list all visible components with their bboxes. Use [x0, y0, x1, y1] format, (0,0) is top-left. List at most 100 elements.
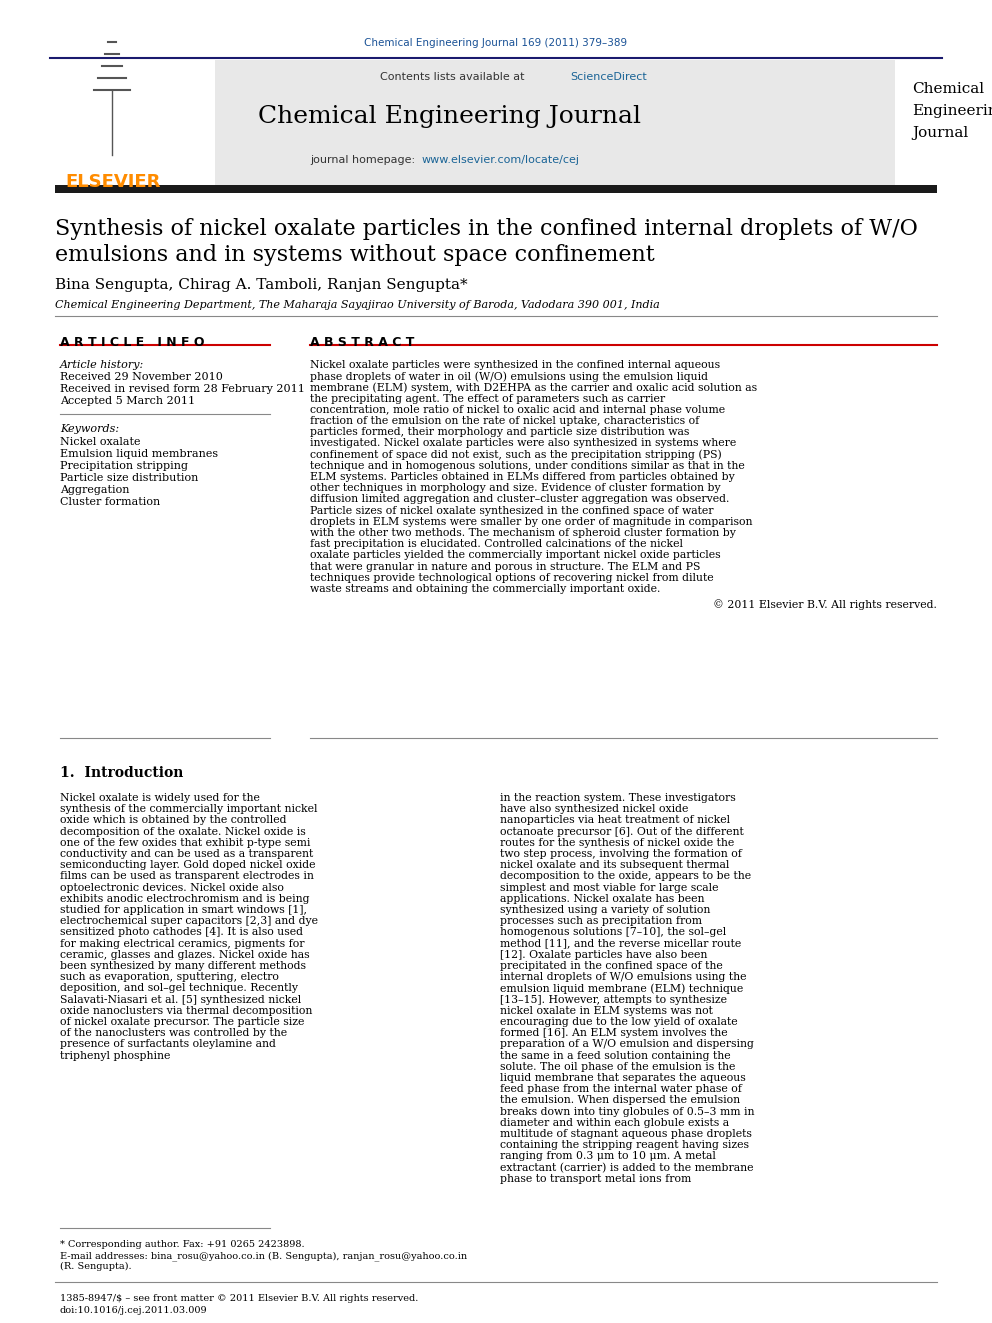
Text: the same in a feed solution containing the: the same in a feed solution containing t…: [500, 1050, 731, 1061]
Text: formed [16]. An ELM system involves the: formed [16]. An ELM system involves the: [500, 1028, 727, 1039]
Text: techniques provide technological options of recovering nickel from dilute: techniques provide technological options…: [310, 573, 713, 583]
Text: for making electrical ceramics, pigments for: for making electrical ceramics, pigments…: [60, 938, 305, 949]
Text: that were granular in nature and porous in structure. The ELM and PS: that were granular in nature and porous …: [310, 561, 700, 572]
Text: precipitated in the confined space of the: precipitated in the confined space of th…: [500, 960, 723, 971]
Text: encouraging due to the low yield of oxalate: encouraging due to the low yield of oxal…: [500, 1017, 738, 1027]
Text: decomposition of the oxalate. Nickel oxide is: decomposition of the oxalate. Nickel oxi…: [60, 827, 306, 836]
Text: in the reaction system. These investigators: in the reaction system. These investigat…: [500, 792, 736, 803]
Text: such as evaporation, sputtering, electro: such as evaporation, sputtering, electro: [60, 972, 279, 982]
Text: nickel oxalate and its subsequent thermal: nickel oxalate and its subsequent therma…: [500, 860, 729, 871]
Text: 1.  Introduction: 1. Introduction: [60, 766, 184, 781]
Text: Nickel oxalate: Nickel oxalate: [60, 437, 141, 447]
Text: have also synthesized nickel oxide: have also synthesized nickel oxide: [500, 804, 688, 814]
Text: feed phase from the internal water phase of: feed phase from the internal water phase…: [500, 1085, 742, 1094]
Text: extractant (carrier) is added to the membrane: extractant (carrier) is added to the mem…: [500, 1163, 754, 1174]
Text: breaks down into tiny globules of 0.5–3 mm in: breaks down into tiny globules of 0.5–3 …: [500, 1106, 755, 1117]
Text: Contents lists available at: Contents lists available at: [380, 71, 528, 82]
Text: Emulsion liquid membranes: Emulsion liquid membranes: [60, 448, 218, 459]
Text: optoelectronic devices. Nickel oxide also: optoelectronic devices. Nickel oxide als…: [60, 882, 284, 893]
Text: sensitized photo cathodes [4]. It is also used: sensitized photo cathodes [4]. It is als…: [60, 927, 303, 938]
Text: solute. The oil phase of the emulsion is the: solute. The oil phase of the emulsion is…: [500, 1062, 735, 1072]
Text: doi:10.1016/j.cej.2011.03.009: doi:10.1016/j.cej.2011.03.009: [60, 1306, 207, 1315]
Text: Particle size distribution: Particle size distribution: [60, 474, 198, 483]
Text: A B S T R A C T: A B S T R A C T: [310, 336, 415, 349]
Text: Bina Sengupta, Chirag A. Tamboli, Ranjan Sengupta*: Bina Sengupta, Chirag A. Tamboli, Ranjan…: [55, 278, 467, 292]
Text: internal droplets of W/O emulsions using the: internal droplets of W/O emulsions using…: [500, 972, 747, 982]
Text: semiconducting layer. Gold doped nickel oxide: semiconducting layer. Gold doped nickel …: [60, 860, 315, 871]
Text: [12]. Oxalate particles have also been: [12]. Oxalate particles have also been: [500, 950, 707, 959]
Text: Aggregation: Aggregation: [60, 486, 130, 495]
Text: oxide which is obtained by the controlled: oxide which is obtained by the controlle…: [60, 815, 287, 826]
Text: octanoate precursor [6]. Out of the different: octanoate precursor [6]. Out of the diff…: [500, 827, 744, 836]
Text: E-mail addresses: bina_rosu@yahoo.co.in (B. Sengupta), ranjan_rosu@yahoo.co.in: E-mail addresses: bina_rosu@yahoo.co.in …: [60, 1252, 467, 1261]
Text: investigated. Nickel oxalate particles were also synthesized in systems where: investigated. Nickel oxalate particles w…: [310, 438, 736, 448]
Text: Received 29 November 2010: Received 29 November 2010: [60, 372, 223, 382]
Text: processes such as precipitation from: processes such as precipitation from: [500, 917, 702, 926]
Text: applications. Nickel oxalate has been: applications. Nickel oxalate has been: [500, 894, 704, 904]
Text: oxalate particles yielded the commercially important nickel oxide particles: oxalate particles yielded the commercial…: [310, 550, 720, 561]
Text: membrane (ELM) system, with D2EHPA as the carrier and oxalic acid solution as: membrane (ELM) system, with D2EHPA as th…: [310, 382, 757, 393]
Text: simplest and most viable for large scale: simplest and most viable for large scale: [500, 882, 718, 893]
Text: fast precipitation is elucidated. Controlled calcinations of the nickel: fast precipitation is elucidated. Contro…: [310, 540, 683, 549]
Text: of the nanoclusters was controlled by the: of the nanoclusters was controlled by th…: [60, 1028, 287, 1039]
Bar: [55, 185, 937, 193]
Text: homogenous solutions [7–10], the sol–gel: homogenous solutions [7–10], the sol–gel: [500, 927, 726, 938]
Text: Journal: Journal: [912, 126, 968, 140]
Text: Chemical Engineering Department, The Maharaja Sayajirao University of Baroda, Va: Chemical Engineering Department, The Mah…: [55, 300, 660, 310]
Text: preparation of a W/O emulsion and dispersing: preparation of a W/O emulsion and disper…: [500, 1040, 754, 1049]
Text: of nickel oxalate precursor. The particle size: of nickel oxalate precursor. The particl…: [60, 1017, 305, 1027]
Text: diameter and within each globule exists a: diameter and within each globule exists …: [500, 1118, 729, 1127]
Text: journal homepage:: journal homepage:: [310, 155, 419, 165]
Bar: [55, 60, 895, 185]
Text: routes for the synthesis of nickel oxide the: routes for the synthesis of nickel oxide…: [500, 837, 734, 848]
Text: other techniques in morphology and size. Evidence of cluster formation by: other techniques in morphology and size.…: [310, 483, 720, 493]
Text: © 2011 Elsevier B.V. All rights reserved.: © 2011 Elsevier B.V. All rights reserved…: [713, 599, 937, 610]
Text: * Corresponding author. Fax: +91 0265 2423898.: * Corresponding author. Fax: +91 0265 24…: [60, 1240, 305, 1249]
Text: emulsions and in systems without space confinement: emulsions and in systems without space c…: [55, 243, 655, 266]
Text: exhibits anodic electrochromism and is being: exhibits anodic electrochromism and is b…: [60, 894, 310, 904]
Text: phase to transport metal ions from: phase to transport metal ions from: [500, 1174, 691, 1184]
Text: been synthesized by many different methods: been synthesized by many different metho…: [60, 960, 306, 971]
Text: Nickel oxalate particles were synthesized in the confined internal aqueous: Nickel oxalate particles were synthesize…: [310, 360, 720, 370]
Text: ELM systems. Particles obtained in ELMs differed from particles obtained by: ELM systems. Particles obtained in ELMs …: [310, 472, 735, 482]
Text: fraction of the emulsion on the rate of nickel uptake, characteristics of: fraction of the emulsion on the rate of …: [310, 415, 699, 426]
Text: concentration, mole ratio of nickel to oxalic acid and internal phase volume: concentration, mole ratio of nickel to o…: [310, 405, 725, 415]
Text: Received in revised form 28 February 2011: Received in revised form 28 February 201…: [60, 384, 305, 394]
Text: diffusion limited aggregation and cluster–cluster aggregation was observed.: diffusion limited aggregation and cluste…: [310, 495, 729, 504]
Text: synthesis of the commercially important nickel: synthesis of the commercially important …: [60, 804, 317, 814]
Text: one of the few oxides that exhibit p-type semi: one of the few oxides that exhibit p-typ…: [60, 837, 310, 848]
Text: conductivity and can be used as a transparent: conductivity and can be used as a transp…: [60, 849, 313, 859]
Text: synthesized using a variety of solution: synthesized using a variety of solution: [500, 905, 710, 916]
Text: the precipitating agent. The effect of parameters such as carrier: the precipitating agent. The effect of p…: [310, 394, 665, 404]
Text: A R T I C L E   I N F O: A R T I C L E I N F O: [60, 336, 204, 349]
Text: technique and in homogenous solutions, under conditions similar as that in the: technique and in homogenous solutions, u…: [310, 460, 745, 471]
Text: electrochemical super capacitors [2,3] and dye: electrochemical super capacitors [2,3] a…: [60, 917, 318, 926]
Text: oxide nanoclusters via thermal decomposition: oxide nanoclusters via thermal decomposi…: [60, 1005, 312, 1016]
Text: ranging from 0.3 μm to 10 μm. A metal: ranging from 0.3 μm to 10 μm. A metal: [500, 1151, 716, 1162]
Text: Nickel oxalate is widely used for the: Nickel oxalate is widely used for the: [60, 792, 260, 803]
Text: phase droplets of water in oil (W/O) emulsions using the emulsion liquid: phase droplets of water in oil (W/O) emu…: [310, 372, 708, 382]
Text: films can be used as transparent electrodes in: films can be used as transparent electro…: [60, 872, 313, 881]
Text: the emulsion. When dispersed the emulsion: the emulsion. When dispersed the emulsio…: [500, 1095, 740, 1106]
Text: Chemical: Chemical: [912, 82, 984, 97]
Text: method [11], and the reverse micellar route: method [11], and the reverse micellar ro…: [500, 938, 741, 949]
Text: Cluster formation: Cluster formation: [60, 497, 161, 507]
Text: Keywords:: Keywords:: [60, 423, 119, 434]
Text: deposition, and sol–gel technique. Recently: deposition, and sol–gel technique. Recen…: [60, 983, 298, 994]
Text: waste streams and obtaining the commercially important oxide.: waste streams and obtaining the commerci…: [310, 583, 661, 594]
Text: Synthesis of nickel oxalate particles in the confined internal droplets of W/O: Synthesis of nickel oxalate particles in…: [55, 218, 918, 239]
Text: decomposition to the oxide, appears to be the: decomposition to the oxide, appears to b…: [500, 872, 751, 881]
Text: emulsion liquid membrane (ELM) technique: emulsion liquid membrane (ELM) technique: [500, 983, 743, 994]
Text: Chemical Engineering Journal 169 (2011) 379–389: Chemical Engineering Journal 169 (2011) …: [364, 38, 628, 48]
Text: Engineering: Engineering: [912, 105, 992, 118]
Text: nickel oxalate in ELM systems was not: nickel oxalate in ELM systems was not: [500, 1005, 713, 1016]
Bar: [55, 60, 215, 185]
Text: studied for application in smart windows [1],: studied for application in smart windows…: [60, 905, 307, 916]
Text: liquid membrane that separates the aqueous: liquid membrane that separates the aqueo…: [500, 1073, 746, 1084]
Text: confinement of space did not exist, such as the precipitation stripping (PS): confinement of space did not exist, such…: [310, 450, 722, 460]
Text: multitude of stagnant aqueous phase droplets: multitude of stagnant aqueous phase drop…: [500, 1129, 752, 1139]
Text: (R. Sengupta).: (R. Sengupta).: [60, 1262, 132, 1271]
Text: nanoparticles via heat treatment of nickel: nanoparticles via heat treatment of nick…: [500, 815, 730, 826]
Text: ELSEVIER: ELSEVIER: [65, 173, 161, 191]
Text: particles formed, their morphology and particle size distribution was: particles formed, their morphology and p…: [310, 427, 689, 437]
